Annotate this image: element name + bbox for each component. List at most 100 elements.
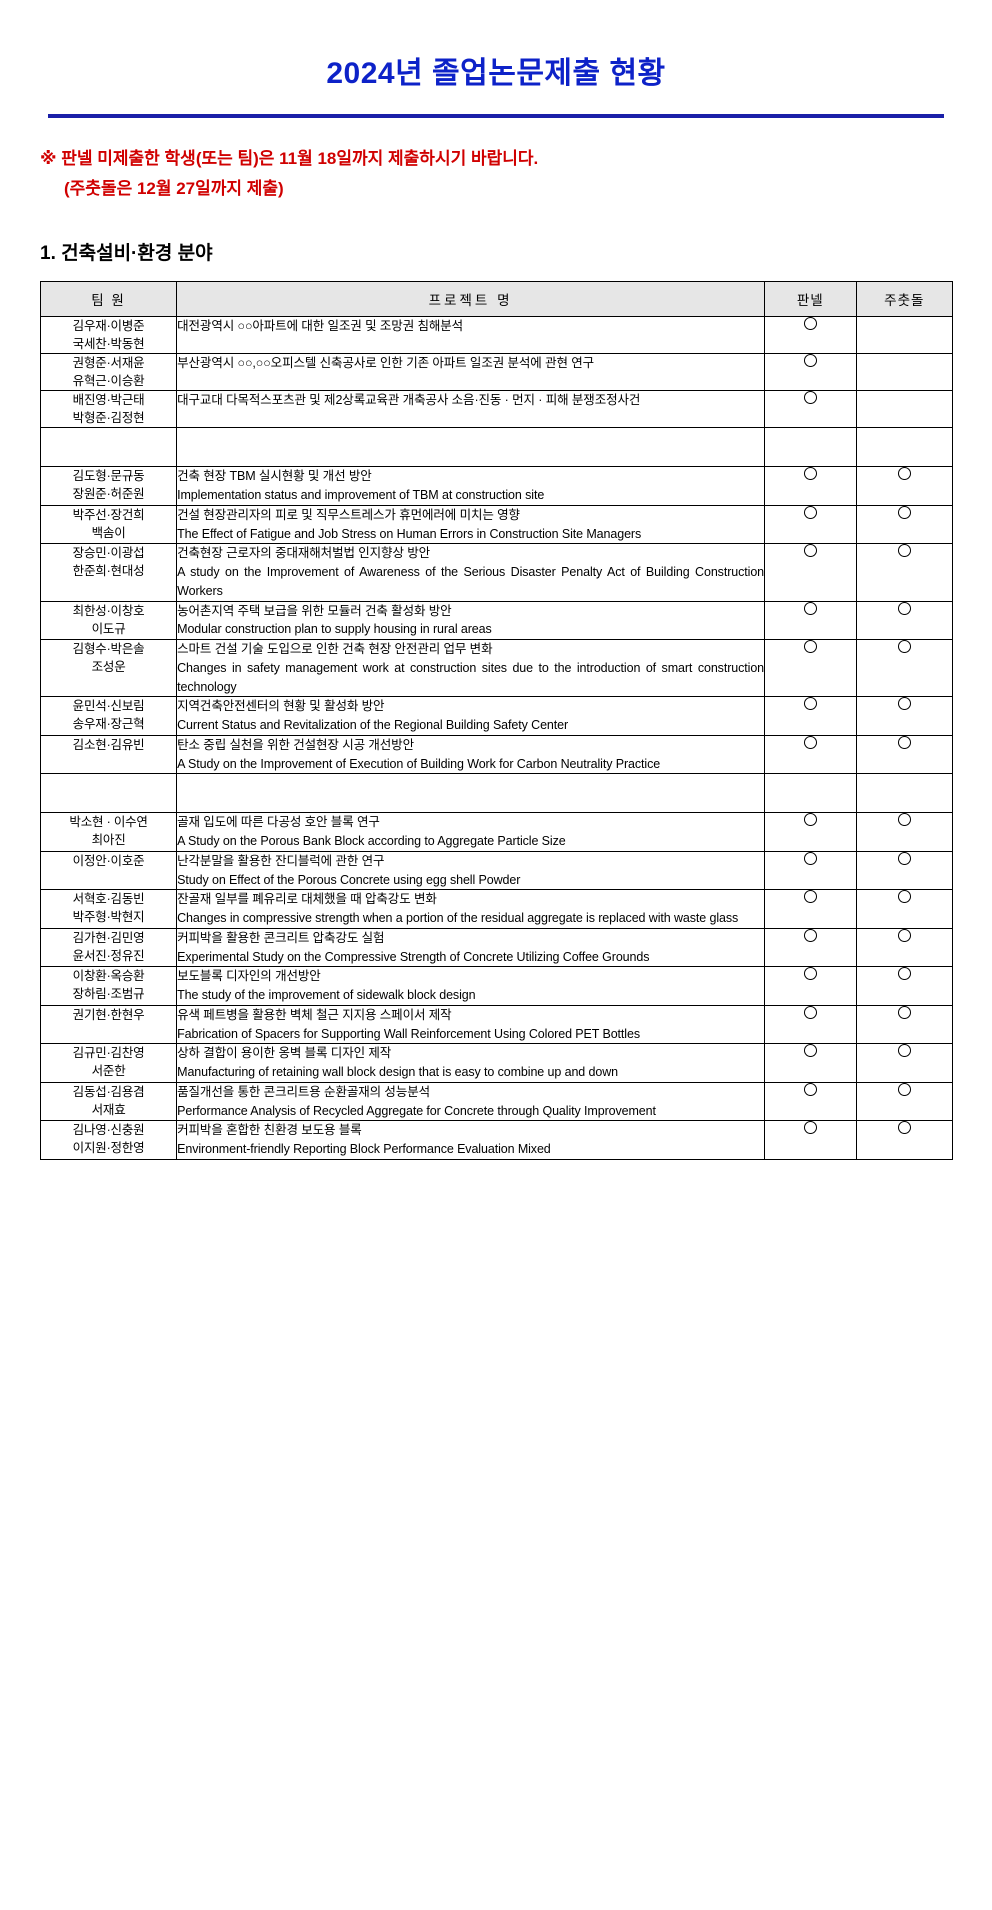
circle-mark-icon	[803, 316, 817, 330]
project-title-en: Experimental Study on the Compressive St…	[177, 949, 650, 964]
table-row: 김형수·박은솔 조성운 스마트 건설 기술 도입으로 인한 건축 현장 안전관리 …	[39, 639, 954, 698]
cell-team-members: 윤민석·신보림 송우재·장근혁	[39, 696, 178, 736]
cell-project-title: 커피박을 혼합한 친환경 보도용 블록 Environment-friendly …	[176, 1120, 766, 1160]
cell-team-members: 배진영·박근태 박형준·김정현	[39, 390, 178, 429]
document-page: 2024년 졸업논문제출 현황 ※ 판넬 미제출한 학생(또는 팀)은 11월 …	[0, 20, 992, 1910]
column-header-cornerstone: 주춧돌	[855, 280, 954, 317]
cell-panel-mark	[764, 315, 857, 354]
project-title-en: Study on Effect of the Porous Concrete u…	[177, 872, 521, 887]
cell-project-title: 잔골재 일부를 폐유리로 대체했을 때 압축강도 변화 Changes in co…	[176, 889, 766, 929]
circle-mark-icon	[897, 735, 911, 749]
cell-panel-mark	[764, 734, 857, 775]
project-title-ko: 상하 결합이 용이한 옹벽 블록 디자인 제작	[177, 1046, 392, 1061]
cell-project-title: 보도블록 디자인의 개선방안 The study of the improvem…	[176, 966, 766, 1006]
project-title-ko: 농어촌지역 주택 보급을 위한 모듈러 건축 활성화 방안	[177, 603, 452, 618]
circle-mark-icon	[897, 1005, 911, 1019]
circle-mark-icon	[897, 601, 911, 615]
cell-project-title: 커피박을 활용한 콘크리트 압축강도 실험 Experimental Study …	[176, 927, 766, 968]
cell-project-title: 대전광역시 ○○아파트에 대한 일조권 및 조망권 침해분석	[176, 315, 766, 354]
table-row: 장승민·이광섭 한준희·현대성 건축현장 근로자의 중대재해처벌법 인지향상 방안…	[39, 543, 954, 602]
table-row: 김규민·김찬영 서준한 상하 결합이 용이한 옹벽 블록 디자인 제작 Manufa…	[39, 1043, 954, 1083]
cell-panel-mark	[764, 1081, 857, 1122]
cell-team-members: 서혁호·김동빈 박주형·박현지	[39, 889, 178, 929]
cell-project-title: 건축 현장 TBM 실시현황 및 개선 방안 Implementation sta…	[176, 466, 766, 506]
cell-cornerstone-mark	[855, 600, 954, 641]
cell-panel-mark	[764, 427, 857, 468]
column-header-team: 팀 원	[39, 280, 178, 317]
project-title-en: Implementation status and improvement of…	[177, 488, 545, 503]
table-row: 최한성·이창호 이도규 농어촌지역 주택 보급을 위한 모듈러 건축 활성화 방안…	[39, 600, 954, 641]
table-header-row: 팀 원 프로젝트 명 판넬 주춧돌	[39, 280, 954, 317]
cell-cornerstone-mark	[855, 543, 954, 602]
circle-mark-icon	[803, 928, 817, 942]
cell-project-title: 유색 페트병을 활용한 벽체 철근 지지용 스페이서 제작 Fabrication…	[176, 1004, 766, 1045]
cell-team-members: 최한성·이창호 이도규	[39, 600, 178, 641]
cell-panel-mark	[764, 466, 857, 506]
circle-mark-icon	[803, 967, 817, 981]
circle-mark-icon	[803, 735, 817, 749]
table-row: 이정안·이호준 난각분말을 활용한 잔디블럭에 관한 연구 Study on Eff…	[39, 850, 954, 891]
project-title-en: Fabrication of Spacers for Supporting Wa…	[177, 1026, 640, 1041]
cell-team-members: 김소현·김유빈	[39, 734, 178, 775]
project-title-en: A Study on the Porous Bank Block accordi…	[177, 834, 566, 849]
cell-panel-mark	[764, 927, 857, 968]
cell-project-title: 품질개선을 통한 콘크리트용 순환골재의 성능분석 Performance Ana…	[176, 1081, 766, 1122]
column-header-panel: 판넬	[764, 280, 857, 317]
cell-cornerstone-mark	[855, 1043, 954, 1083]
table-row: 김도형·문규동 장원준·허준원 건축 현장 TBM 실시현황 및 개선 방안 Imp…	[39, 466, 954, 506]
cell-project-title: 지역건축안전센터의 현황 및 활성화 방안 Current Status and …	[176, 696, 766, 736]
table-row: 배진영·박근태 박형준·김정현 대구교대 다목적스포츠관 및 제2상록교육관 개축…	[39, 390, 954, 429]
project-title-ko: 건축 현장 TBM 실시현황 및 개선 방안	[177, 469, 372, 484]
project-title-en: Performance Analysis of Recycled Aggrega…	[177, 1103, 656, 1118]
cell-cornerstone-mark	[855, 696, 954, 736]
cell-cornerstone-mark	[855, 734, 954, 775]
project-title-ko: 골재 입도에 따른 다공성 호안 블록 연구	[177, 815, 380, 830]
cell-cornerstone-mark	[855, 639, 954, 698]
project-title-ko: 대전광역시 ○○아파트에 대한 일조권 및 조망권 침해분석	[177, 318, 464, 333]
cell-cornerstone-mark	[855, 1004, 954, 1045]
table-spacer-row	[39, 427, 954, 468]
circle-mark-icon	[897, 851, 911, 865]
cell-project-title: 대구교대 다목적스포츠관 및 제2상록교육관 개축공사 소음·진동 · 먼지 ·…	[176, 390, 766, 429]
cell-cornerstone-mark	[855, 427, 954, 468]
table-header: 팀 원 프로젝트 명 판넬 주춧돌	[39, 280, 954, 317]
cell-cornerstone-mark	[855, 1120, 954, 1160]
table-row: 김동섭·김용겸 서재효 품질개선을 통한 콘크리트용 순환골재의 성능분석 Perf…	[39, 1081, 954, 1122]
table-row: 윤민석·신보림 송우재·장근혁 지역건축안전센터의 현황 및 활성화 방안 Curr…	[39, 696, 954, 736]
circle-mark-icon	[803, 697, 817, 711]
project-title-en: The Effect of Fatigue and Job Stress on …	[177, 526, 642, 541]
cell-team-members	[39, 427, 178, 468]
cell-panel-mark	[764, 390, 857, 429]
table-row: 권기현·한현우 유색 페트병을 활용한 벽체 철근 지지용 스페이서 제작 Fabr…	[39, 1004, 954, 1045]
circle-mark-icon	[803, 1121, 817, 1135]
section-heading: 1. 건축설비·환경 분야	[40, 242, 213, 264]
cell-project-title: 농어촌지역 주택 보급을 위한 모듈러 건축 활성화 방안 Modular con…	[176, 600, 766, 641]
cell-panel-mark	[764, 543, 857, 602]
cell-team-members: 김나영·신충원 이지원·정한영	[39, 1120, 178, 1160]
cell-project-title: 건설 현장관리자의 피로 및 직무스트레스가 휴먼에러에 미치는 영향 The E…	[176, 504, 766, 545]
notice-block: ※ 판넬 미제출한 학생(또는 팀)은 11월 18일까지 제출하시기 바랍니다…	[0, 144, 992, 204]
cell-project-title	[176, 773, 766, 814]
circle-mark-icon	[803, 353, 817, 367]
project-title-ko: 잔골재 일부를 폐유리로 대체했을 때 압축강도 변화	[177, 892, 437, 907]
submission-status-table: 팀 원 프로젝트 명 판넬 주춧돌 김우재·이병준 국세찬·박동현 대전광역시 ○…	[39, 280, 954, 1160]
project-title-ko: 스마트 건설 기술 도입으로 인한 건축 현장 안전관리 업무 변화	[177, 642, 493, 657]
circle-mark-icon	[803, 813, 817, 827]
circle-mark-icon	[897, 928, 911, 942]
project-title-en: Environment-friendly Reporting Block Per…	[177, 1142, 551, 1157]
cell-panel-mark	[764, 696, 857, 736]
project-title-ko: 탄소 중립 실천을 위한 건설현장 시공 개선방안	[177, 737, 414, 752]
cell-cornerstone-mark	[855, 927, 954, 968]
cell-panel-mark	[764, 639, 857, 698]
table-row: 김나영·신충원 이지원·정한영 커피박을 혼합한 친환경 보도용 블록 Enviro…	[39, 1120, 954, 1160]
cell-project-title: 상하 결합이 용이한 옹벽 블록 디자인 제작 Manufacturing of …	[176, 1043, 766, 1083]
project-title-en: Manufacturing of retaining wall block de…	[177, 1065, 619, 1080]
table-row: 김가현·김민영 윤서진·정유진 커피박을 활용한 콘크리트 압축강도 실험 Expe…	[39, 927, 954, 968]
project-title-ko: 유색 페트병을 활용한 벽체 철근 지지용 스페이서 제작	[177, 1007, 452, 1022]
circle-mark-icon	[897, 813, 911, 827]
circle-mark-icon	[897, 890, 911, 904]
cell-panel-mark	[764, 600, 857, 641]
circle-mark-icon	[803, 1005, 817, 1019]
cell-panel-mark	[764, 504, 857, 545]
cell-project-title: 난각분말을 활용한 잔디블럭에 관한 연구 Study on Effect of …	[176, 850, 766, 891]
